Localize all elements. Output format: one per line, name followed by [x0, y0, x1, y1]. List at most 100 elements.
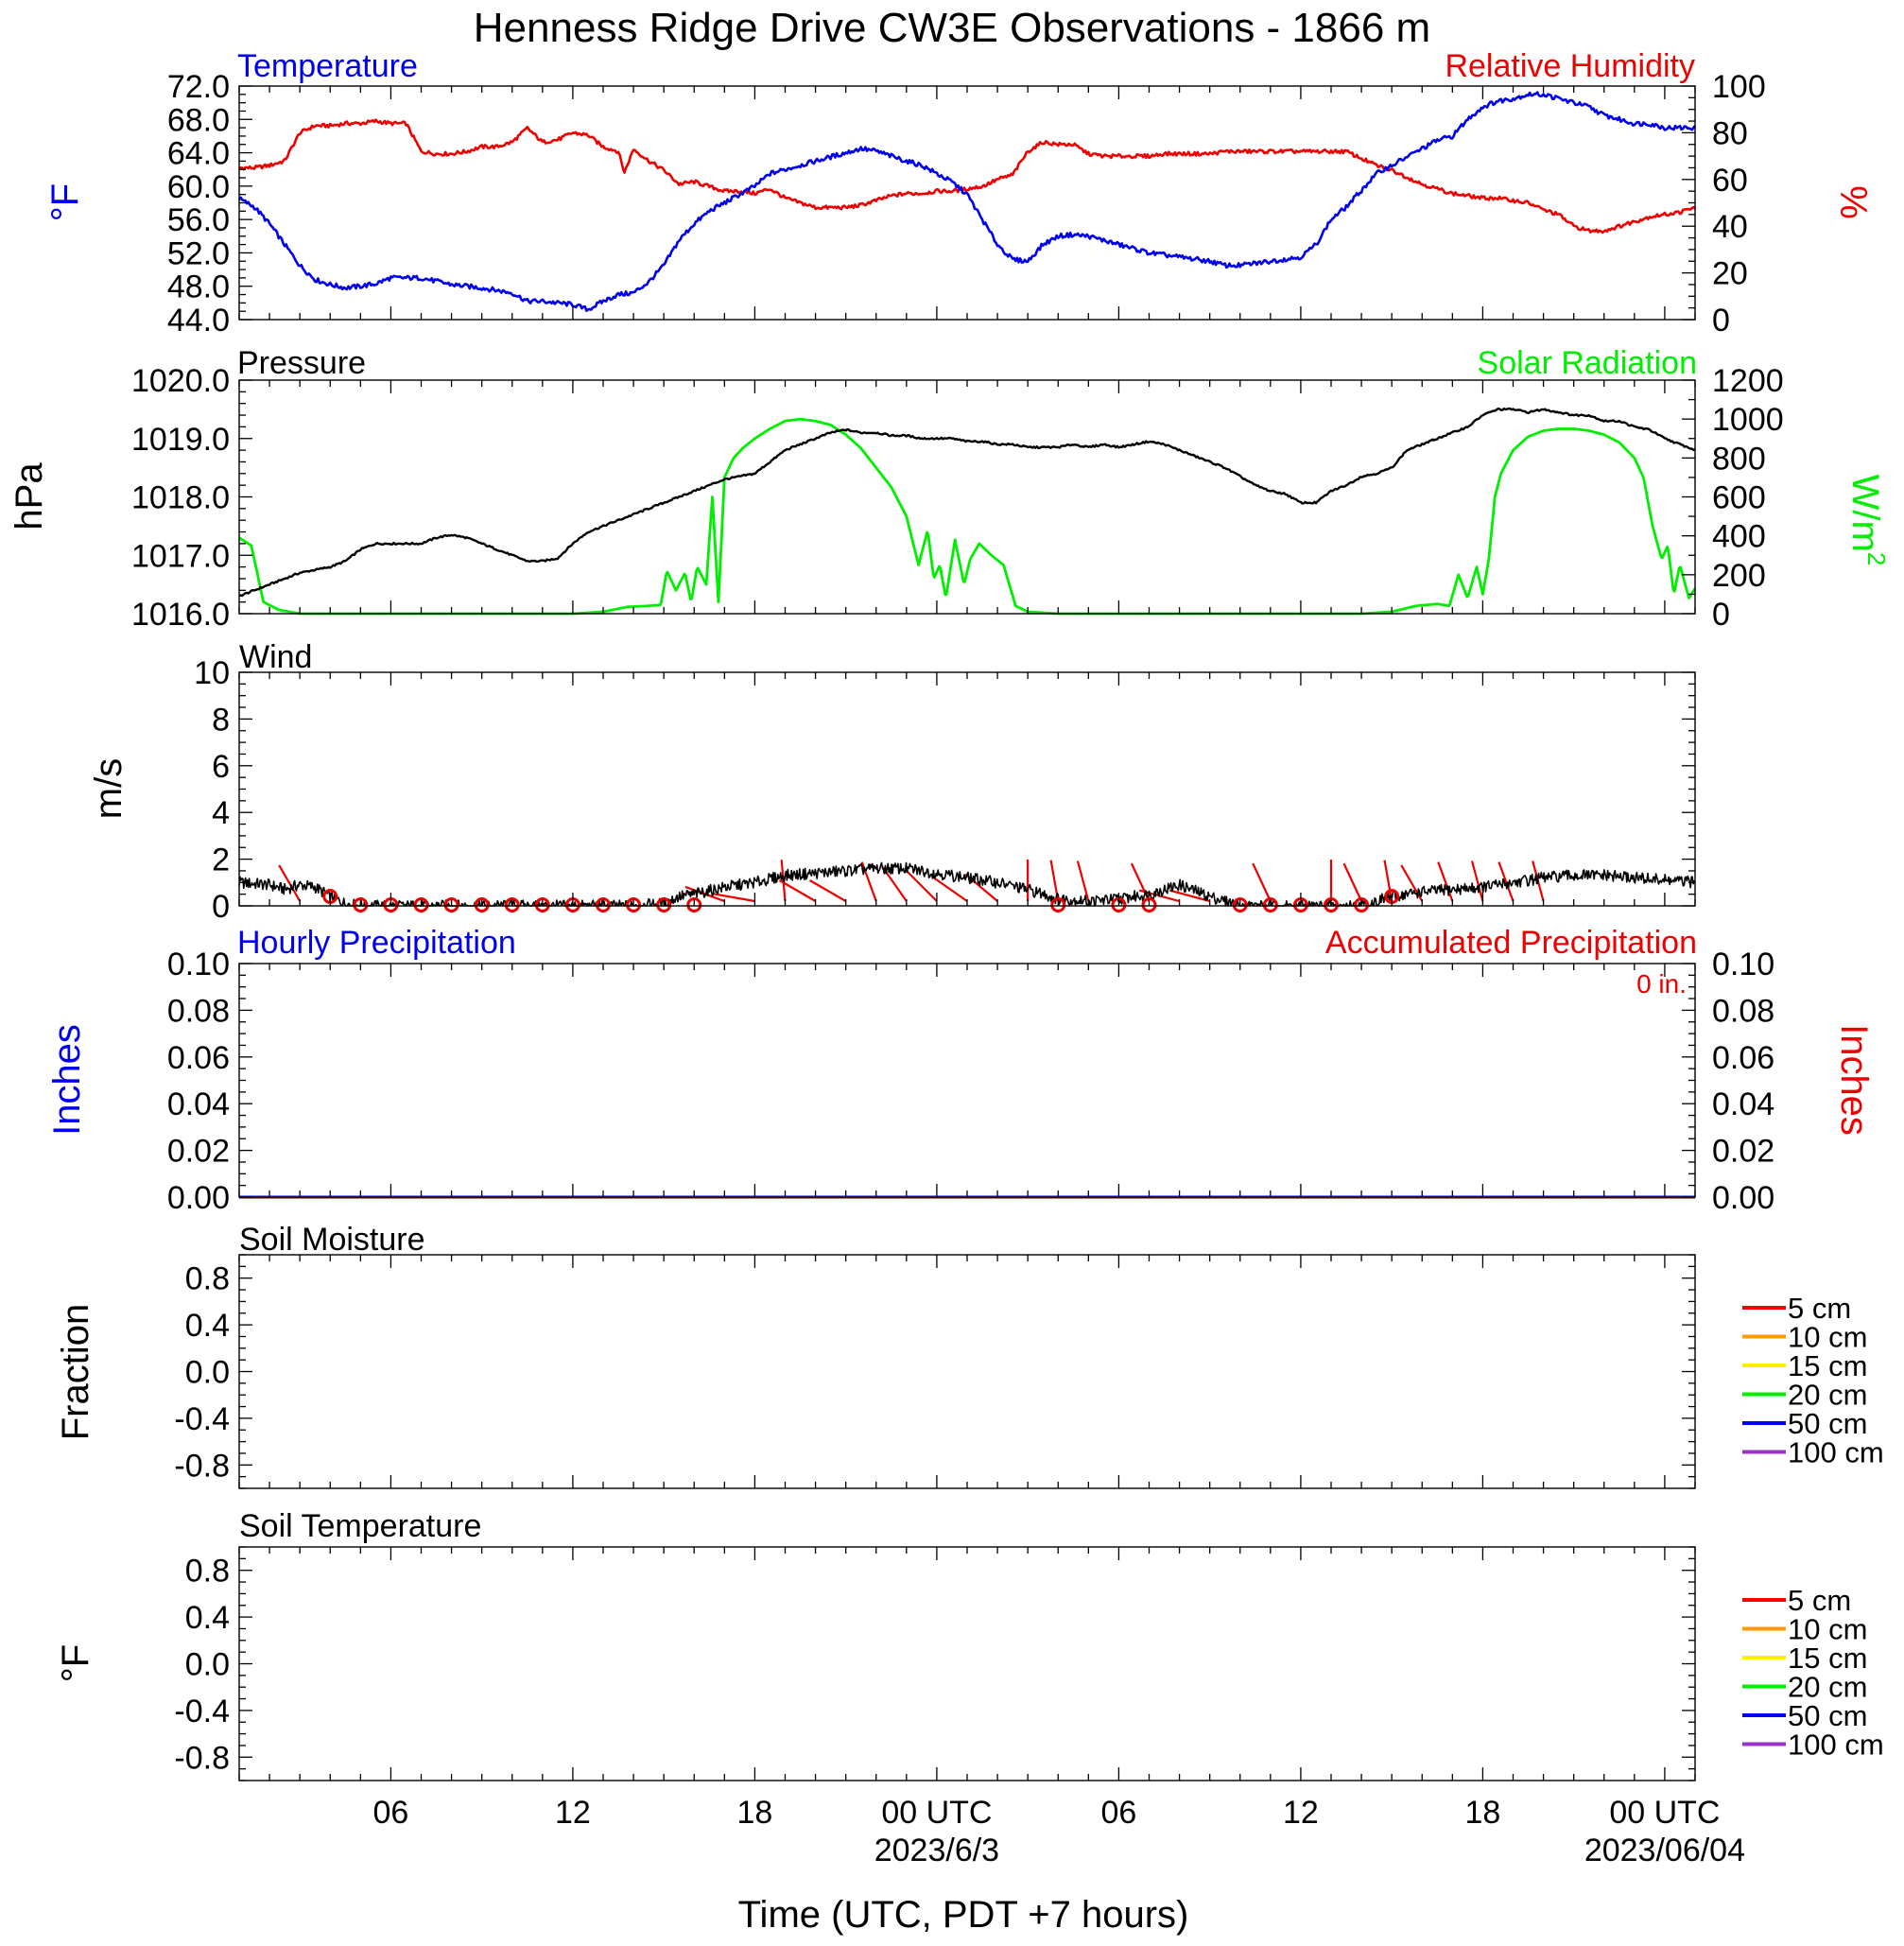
- soil-moisture-legend-label: 15 cm: [1788, 1349, 1867, 1382]
- soil-moisture-title: Soil Moisture: [239, 1222, 425, 1258]
- soil-temp-legend-label: 50 cm: [1788, 1699, 1867, 1732]
- hourly-precip-axis-tick-label: 0.04: [167, 1086, 230, 1122]
- wind-axis-tick-label: 8: [212, 702, 230, 738]
- accum-precip-title: Accumulated Precipitation: [1325, 925, 1697, 961]
- soil-moisture-tick-label: -0.4: [174, 1401, 230, 1437]
- wind-axis-tick-label: 0: [212, 889, 230, 925]
- solar-series-line: [238, 417, 1697, 616]
- soil-temp-tick-label: -0.8: [174, 1740, 230, 1776]
- humidity-axis-tick-label: 60: [1712, 163, 1748, 199]
- solar-axis-tick-label: 1000: [1712, 402, 1784, 438]
- solar-axis-tick-label: 400: [1712, 519, 1766, 555]
- solar-unit-group: W/m2: [1844, 475, 1891, 566]
- wind-axis-tick-label: 6: [212, 749, 230, 785]
- humidity-unit: %: [1832, 185, 1874, 219]
- x-tick-label: 18: [1465, 1795, 1501, 1831]
- calm-wind-marker: [353, 897, 369, 912]
- calm-wind-marker: [1324, 897, 1339, 912]
- soil-moisture-tick-label: -0.8: [174, 1448, 230, 1484]
- wind-barb: [1437, 861, 1454, 902]
- pressure-solar-panel: Pressure Solar Radiation hPa W/m2 1020.0…: [9, 345, 1891, 633]
- x-date-label: 2023/6/3: [874, 1833, 999, 1868]
- accum-precip-unit: Inches: [1833, 1024, 1875, 1136]
- temperature-axis-tick-label: 68.0: [167, 102, 230, 138]
- chart-title: Henness Ridge Drive CW3E Observations - …: [474, 5, 1430, 51]
- accum-precip-axis-tick-label: 0.02: [1712, 1134, 1774, 1170]
- soil-temp-panel: Soil Temperature °F 0.8 0.4 0.0 -0.4 -0.8 5 …: [55, 1508, 1884, 1781]
- temperature-axis-tick-label: 72.0: [167, 69, 230, 105]
- accum-precip-axis-tick-label: 0.04: [1712, 1086, 1774, 1122]
- pressure-axis-tick-label: 1020.0: [131, 363, 230, 399]
- x-tick-label: 06: [373, 1795, 409, 1831]
- soil-moisture-legend-label: 5 cm: [1788, 1292, 1851, 1325]
- temperature-series-line: [237, 91, 1697, 312]
- wind-panel: Wind m/s 10 8 6 4 2 0: [88, 639, 1696, 925]
- temperature-axis-tick-label: 64.0: [167, 136, 230, 172]
- wind-barb: [684, 885, 725, 903]
- soil-temp-unit: °F: [55, 1644, 96, 1682]
- pressure-axis-tick-label: 1016.0: [131, 597, 230, 633]
- accum-precip-axis-tick-label: 0.10: [1712, 947, 1774, 982]
- wind-marks: 10 8 6 4 2 0: [194, 655, 1696, 925]
- solar-axis-tick-label: 800: [1712, 441, 1766, 477]
- temperature-axis-tick-label: 60.0: [167, 169, 230, 205]
- wind-barb: [932, 876, 968, 902]
- calm-wind-marker: [626, 897, 642, 912]
- soil-temp-tick-label: 0.0: [185, 1647, 230, 1683]
- humidity-series-line: [239, 118, 1696, 235]
- pressure-axis-tick-label: 1017.0: [131, 538, 230, 574]
- wind-barb: [1470, 860, 1484, 902]
- x-axis-title: Time (UTC, PDT +7 hours): [738, 1894, 1189, 1936]
- calm-wind-marker: [413, 897, 429, 912]
- wind-barb: [1342, 862, 1363, 902]
- x-date-label: 2023/06/04: [1584, 1833, 1745, 1868]
- temperature-unit: °F: [44, 183, 86, 221]
- hourly-precip-axis-tick-label: 0.10: [167, 947, 230, 982]
- calm-wind-marker: [504, 897, 520, 912]
- x-tick-label: 00 UTC: [1609, 1795, 1720, 1831]
- soil-temp-legend-label: 100 cm: [1788, 1729, 1884, 1762]
- humidity-axis-tick-label: 40: [1712, 209, 1748, 245]
- soil-moisture-tick-label: 0.8: [185, 1261, 230, 1297]
- calm-wind-marker: [474, 897, 490, 912]
- soil-moisture-panel: Soil Moisture Fraction 0.8 0.4 0.0 -0.4 -0.8…: [55, 1222, 1884, 1489]
- precip-panel: Hourly Precipitation Accumulated Precipi…: [46, 925, 1875, 1216]
- wind-barb: [1252, 862, 1272, 902]
- pressure-solar-frame: [238, 379, 1696, 615]
- temperature-axis-tick-label: 48.0: [167, 269, 230, 305]
- wind-barb: [809, 879, 847, 902]
- pressure-unit: hPa: [9, 462, 50, 530]
- wind-title: Wind: [239, 639, 312, 675]
- soil-temp-legend-label: 5 cm: [1788, 1584, 1851, 1617]
- pressure-axis-tick-label: 1019.0: [131, 422, 230, 458]
- calm-wind-marker: [1232, 897, 1248, 912]
- soil-moisture-unit: Fraction: [55, 1304, 96, 1441]
- temp-rh-frame: [238, 85, 1696, 321]
- calm-wind-marker: [1262, 897, 1278, 912]
- hourly-precip-axis-tick-label: 0.06: [167, 1040, 230, 1076]
- hourly-precip-unit: Inches: [46, 1024, 88, 1136]
- x-tick-label: 18: [737, 1795, 773, 1831]
- wind-axis-tick-label: 10: [194, 655, 230, 691]
- calm-wind-marker: [443, 897, 459, 912]
- soil-moisture-legend-label: 10 cm: [1788, 1321, 1867, 1354]
- temperature-axis-tick-label: 52.0: [167, 235, 230, 271]
- solar-title: Solar Radiation: [1478, 345, 1697, 381]
- humidity-title: Relative Humidity: [1445, 48, 1695, 84]
- humidity-axis-tick-label: 0: [1712, 303, 1730, 339]
- soil-temp-tick-label: -0.4: [174, 1694, 230, 1729]
- wind-barb: [1383, 860, 1393, 902]
- hourly-precip-title: Hourly Precipitation: [237, 925, 516, 961]
- soil-moisture-tick-label: 0.0: [185, 1355, 230, 1391]
- wind-barb: [1076, 860, 1090, 902]
- wind-barb: [778, 879, 817, 902]
- soil-temp-title: Soil Temperature: [239, 1508, 481, 1544]
- soil-moisture-marks: 0.8 0.4 0.0 -0.4 -0.8: [174, 1254, 1696, 1489]
- soil-moisture-legend-label: 100 cm: [1788, 1436, 1884, 1469]
- pressure-series-line: [238, 407, 1696, 598]
- calm-wind-marker: [1050, 897, 1066, 912]
- wind-barb: [1497, 861, 1515, 902]
